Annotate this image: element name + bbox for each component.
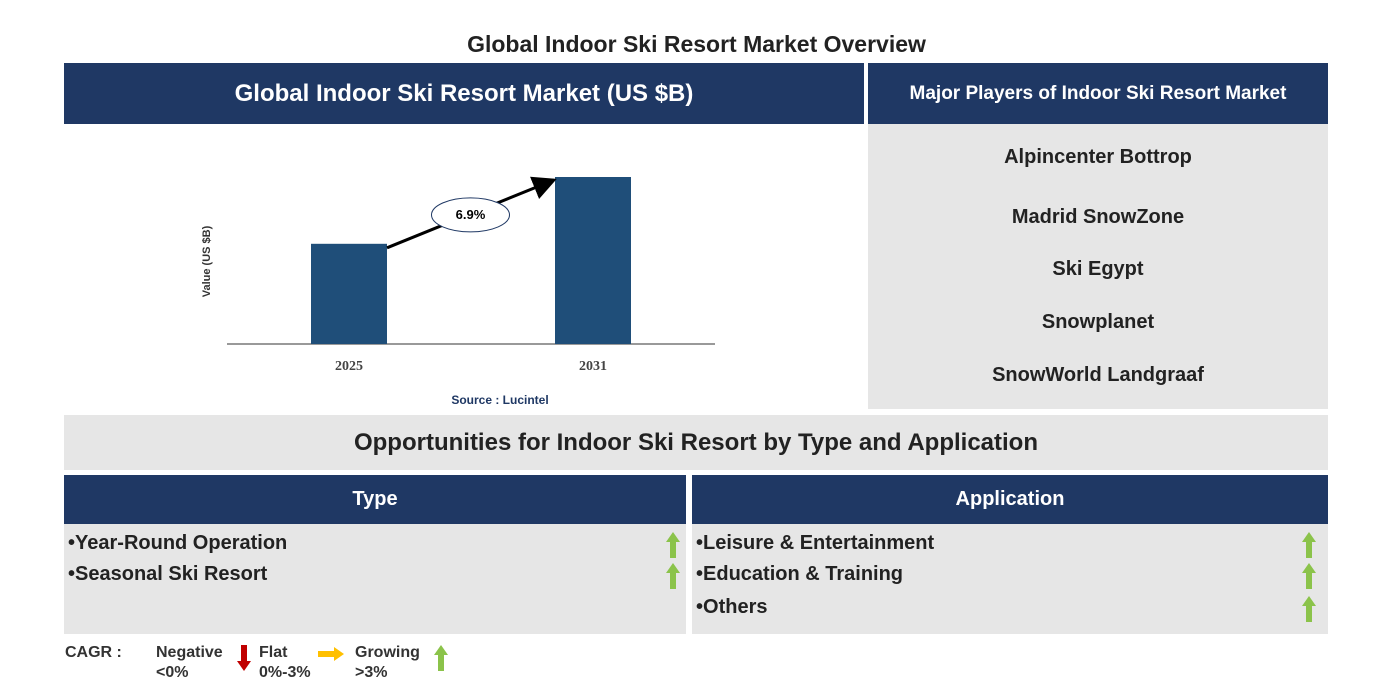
opportunity-item: Seasonal Ski Resort (68, 563, 267, 586)
arrow (1302, 596, 1316, 622)
application-panel: Leisure & Entertainment Education & Train… (692, 524, 1328, 634)
x-tick-label: 2025 (335, 359, 363, 374)
arrow (1302, 532, 1316, 558)
bar (555, 177, 631, 344)
arrow (237, 645, 251, 671)
bar (311, 243, 387, 344)
application-header: Application (692, 475, 1328, 524)
opportunity-item: Leisure & Entertainment (696, 532, 934, 555)
trend-icon (666, 532, 680, 558)
player: Ski Egypt (1052, 258, 1144, 280)
legend-range: 0%-3% (259, 664, 311, 681)
players-header: Major Players of Indoor Ski Resort Marke… (868, 63, 1328, 124)
arrow (318, 647, 344, 661)
legend-range: >3% (355, 664, 388, 681)
type-panel: Year-Round Operation Seasonal Ski Resort (64, 524, 686, 634)
cagr-bubble (431, 197, 510, 233)
legend-item: Flat (259, 644, 288, 661)
opportunities-title: Opportunities for Indoor Ski Resort by T… (64, 415, 1328, 470)
player: Madrid SnowZone (1011, 206, 1185, 228)
chart: Value (US $B) 2025 2031 6.9% Source : Lucint… (201, 176, 715, 407)
trend-icon (434, 645, 448, 671)
legend-item: Negative (156, 644, 223, 661)
x-tick-label: 2031 (579, 359, 607, 374)
trend-icon (1302, 532, 1316, 558)
trend-icon (666, 563, 680, 589)
arrow (434, 645, 448, 671)
arrow (666, 563, 680, 589)
opportunity-item: Education & Training (696, 563, 903, 586)
source: Source : Lucintel (451, 393, 548, 407)
player: Alpincenter Bottrop (1004, 146, 1192, 168)
player: Snowplanet (1041, 311, 1155, 333)
arrow (1302, 563, 1316, 589)
arrow (666, 532, 680, 558)
opportunity-item: Year-Round Operation (68, 532, 287, 555)
type-header: Type (64, 475, 686, 524)
player: SnowWorld Landgraaf (992, 364, 1204, 386)
chart-header: Global Indoor Ski Resort Market (US $B) (64, 63, 864, 124)
trend-icon (318, 647, 344, 661)
legend-item: Growing (355, 644, 420, 661)
trend-icon (1302, 563, 1316, 589)
cagr-label: 6.9% (456, 207, 486, 222)
trend-icon (1302, 596, 1316, 622)
opportunity-item: Others (696, 596, 767, 619)
page-title: Global Indoor Ski Resort Market Overview (467, 31, 926, 57)
trend-icon (237, 645, 251, 671)
y-axis-label: Value (US $B) (201, 225, 213, 297)
legend-range: <0% (156, 664, 189, 681)
players-panel: Alpincenter Bottrop Madrid SnowZone Ski Eg… (868, 124, 1328, 409)
legend-label: CAGR : (65, 644, 122, 661)
